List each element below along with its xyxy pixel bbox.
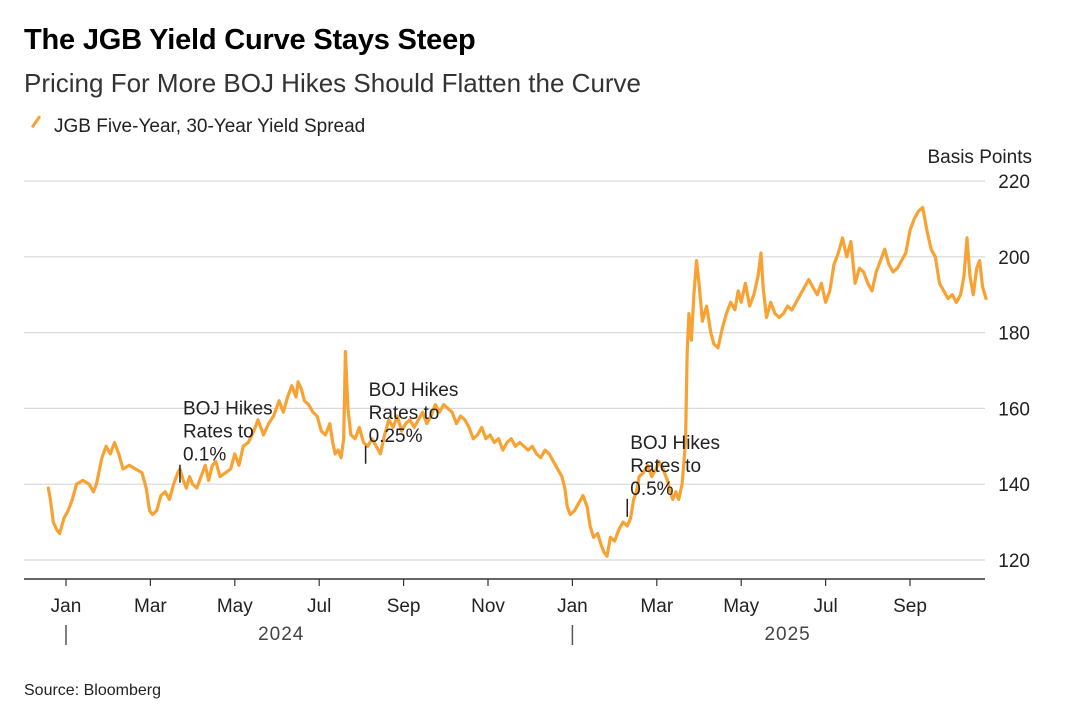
x-tick-label: Mar (134, 596, 167, 617)
annotation-text: Rates to (183, 422, 254, 443)
x-tick-label: May (723, 596, 759, 617)
y-tick-label: 220 (998, 172, 1030, 193)
x-tick-label: Jan (51, 596, 82, 617)
x-tick-label: May (217, 596, 253, 617)
annotation-text: 0.1% (183, 445, 226, 466)
annotation-text: BOJ Hikes (183, 399, 273, 420)
x-tick-label: Jul (307, 596, 331, 617)
legend: JGB Five-Year, 30-Year Yield Spread (30, 116, 365, 138)
x-tick-label: Sep (893, 596, 927, 617)
source-note: Source: Bloomberg (24, 682, 161, 699)
x-tick-label: Jan (557, 596, 588, 617)
x-tick-label: Nov (471, 596, 505, 617)
annotation-text: BOJ Hikes (630, 433, 720, 454)
y-tick-label: 200 (998, 248, 1030, 269)
x-tick-label: Sep (387, 596, 421, 617)
y-tick-label: 140 (998, 475, 1030, 496)
chart-title: The JGB Yield Curve Stays Steep (24, 24, 476, 56)
series-line-0 (46, 205, 988, 558)
x-tick-label: Jul (813, 596, 837, 617)
y-tick-label: 120 (998, 551, 1030, 572)
annotation-text: Rates to (369, 403, 440, 424)
x-tick-label: Mar (640, 596, 673, 617)
annotation-text: BOJ Hikes (369, 380, 459, 401)
chart-subtitle: Pricing For More BOJ Hikes Should Flatte… (24, 68, 642, 98)
year-label: 2024 (258, 624, 304, 645)
year-label: 2025 (764, 624, 810, 645)
annotation-text: Rates to (630, 456, 701, 477)
y-tick-label: 160 (998, 399, 1030, 420)
annotation-text: 0.25% (369, 426, 423, 447)
y-tick-label: 180 (998, 324, 1030, 345)
legend-label: JGB Five-Year, 30-Year Yield Spread (54, 116, 366, 137)
annotation-text: 0.5% (630, 479, 673, 500)
y-axis-title: Basis Points (927, 147, 1032, 168)
